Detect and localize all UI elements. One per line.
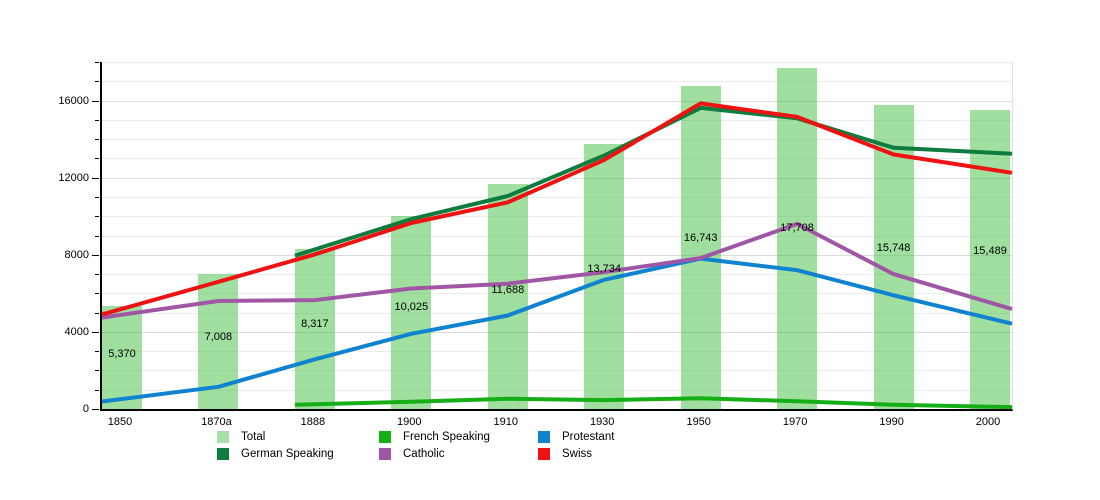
bar-total-2000 [970,110,1010,409]
gridline-18000 [102,62,1012,63]
y-tick-9000 [95,235,99,237]
gridline-15000 [102,119,1012,121]
gridline-1000 [102,389,1012,391]
y-tick-6000 [95,293,99,295]
bar-value-label: 15,489 [973,244,1007,257]
legend-label-catholic: Catholic [403,448,445,460]
gridline-7000 [102,274,1012,276]
bar-value-label: 13,734 [587,262,622,275]
bar-total-1950 [680,86,721,409]
bar-total-1888 [294,248,335,409]
bar-total-1850 [102,305,142,409]
gridline-14000 [102,139,1012,141]
gridline-13000 [102,158,1012,160]
lines-layer [101,101,1013,410]
legend-swatch-german-speaking [217,448,229,460]
gridline-6000 [102,293,1012,295]
x-axis-tick-label: 1900 [397,416,422,428]
bar-value-label: 7,008 [204,331,233,344]
y-axis-tick-label: 16000 [58,94,89,107]
bar-value-label: 16,743 [683,231,718,244]
y-axis-tick-label: 0 [82,403,89,415]
y-axis-tick-label: 8000 [64,248,89,261]
x-axis-tick-label: 1888 [300,416,326,428]
gridline-16000 [102,100,1012,102]
bar-value-label: 11,688 [491,283,525,296]
line-protestant [101,256,1013,404]
y-tick-18000 [95,62,99,63]
y-tick-0 [92,409,99,410]
legend-label-swiss: Swiss [562,448,593,460]
y-tick-14000 [95,139,99,141]
bar-value-label: 8,317 [301,318,329,330]
gridline-2000 [102,370,1012,372]
gridline-8000 [102,254,1012,256]
legend-label-french-speaking: French Speaking [403,431,490,443]
gridline-4000 [102,331,1012,333]
gridline-5000 [102,312,1012,314]
y-tick-1000 [95,389,99,391]
y-tick-16000 [92,100,99,102]
x-axis-tick-label: 1970 [782,416,808,428]
x-axis-tick-label: 1990 [879,416,904,428]
x-axis-tick-label: 1870a [201,416,232,428]
bar-value-label: 10,025 [394,300,429,313]
legend-swatch-total [217,431,229,443]
y-tick-12000 [92,177,99,179]
x-axis-tick-label: 2000 [975,416,1001,428]
y-tick-4000 [92,331,99,333]
bar-total-1900 [391,215,432,409]
y-axis-tick-label: 12000 [58,171,89,184]
y-tick-8000 [92,254,99,256]
gridline-12000 [102,177,1012,179]
bar-total-1910 [487,183,528,409]
y-tick-11000 [95,196,99,198]
line-swiss [101,101,1013,317]
legend-swatch-catholic [379,448,391,460]
y-tick-5000 [95,312,99,314]
x-axis-tick-label: 1930 [589,416,615,428]
legend-label-protestant: Protestant [562,431,615,443]
legend-label-total: Total [241,431,266,443]
line-catholic [101,221,1013,320]
gridline-17000 [102,81,1012,83]
gridline-10000 [102,216,1012,218]
y-tick-17000 [95,81,99,83]
plot-area: 5,370 7,008 8,317 10,025 11,688 13,734 16,743 1… [100,62,1013,411]
legend-swatch-swiss [538,448,550,460]
y-tick-15000 [95,119,99,121]
bar-value-label: 17,708 [780,222,814,235]
legend-swatch-protestant [538,431,550,443]
y-tick-2000 [95,370,99,372]
bar-value-label: 5,370 [108,348,136,361]
gridline-9000 [102,235,1012,237]
y-axis-tick-label: 4000 [64,325,89,338]
gridline-11000 [102,196,1012,198]
bar-value-label: 15,748 [876,242,911,255]
gridline-3000 [102,351,1012,353]
y-tick-13000 [95,158,99,160]
legend-label-german-speaking: German Speaking [241,448,334,460]
y-tick-10000 [95,216,99,218]
x-axis-tick-label: 1910 [493,416,519,428]
y-tick-3000 [95,351,99,353]
line-french-speaking [294,396,1013,410]
y-tick-7000 [95,274,99,276]
x-axis-tick-label: 1850 [107,416,133,428]
legend-swatch-french-speaking [379,431,391,443]
x-axis-tick-label: 1950 [686,416,711,428]
bar-total-1970 [777,67,818,409]
